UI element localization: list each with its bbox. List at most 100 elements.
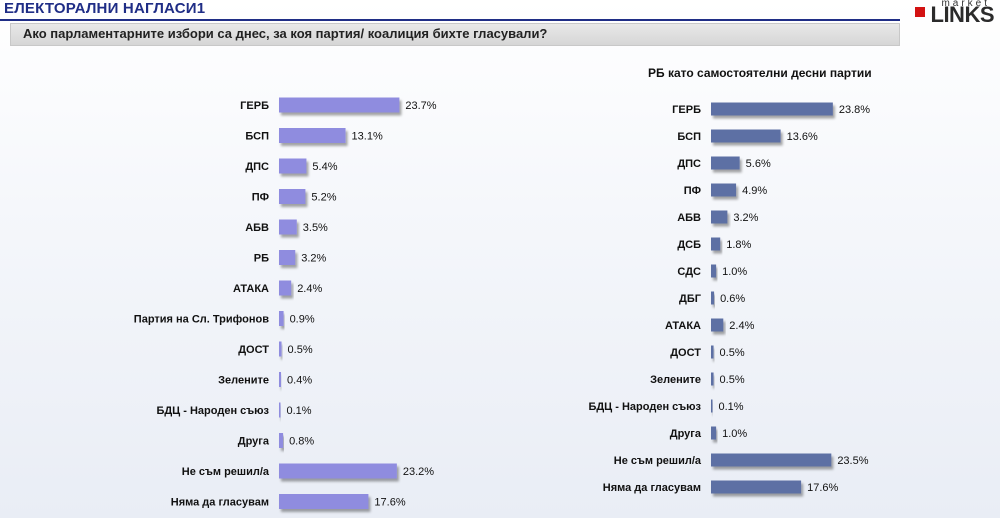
right-value-label: 1.0% <box>722 266 747 278</box>
left-bar <box>279 280 292 296</box>
left-category-label: БСП <box>245 131 269 143</box>
right-bar <box>711 264 717 278</box>
right-value-label: 13.6% <box>787 131 818 143</box>
right-value-label: 1.0% <box>722 428 747 440</box>
left-category-label: Не съм решил/а <box>182 466 270 478</box>
left-category-label: ДПС <box>245 161 269 173</box>
right-value-label: 23.8% <box>839 104 870 116</box>
right-category-label: ДОСТ <box>670 347 701 359</box>
right-category-label: АБВ <box>677 212 701 224</box>
right-category-label: БДЦ - Народен съюз <box>588 401 701 413</box>
left-bar <box>279 402 281 418</box>
question-bar: Ако парламентарните избори са днес, за к… <box>10 23 900 46</box>
logo-red-square <box>915 7 925 17</box>
right-value-label: 17.6% <box>807 482 838 494</box>
left-bar <box>279 219 297 235</box>
left-value-label: 5.2% <box>311 192 336 204</box>
right-category-label: ДБГ <box>679 293 702 305</box>
left-bar <box>279 158 307 174</box>
right-value-label: 23.5% <box>837 455 868 467</box>
right-bar <box>711 183 737 197</box>
right-bar <box>711 210 728 224</box>
right-bar <box>711 237 721 251</box>
left-bar <box>279 372 282 387</box>
left-value-label: 0.4% <box>287 375 312 387</box>
right-bar <box>711 426 717 440</box>
left-bar <box>279 494 369 509</box>
left-value-label: 0.5% <box>288 344 313 356</box>
left-category-label: БДЦ - Народен съюз <box>156 405 269 417</box>
logo-big-text: LINKS <box>930 2 995 27</box>
left-value-label: 17.6% <box>374 497 405 509</box>
left-category-label: Партия на Сл. Трифонов <box>134 314 269 326</box>
right-value-label: 0.5% <box>720 374 745 386</box>
survey-question: Ако парламентарните избори са днес, за к… <box>23 26 548 41</box>
left-value-label: 2.4% <box>297 283 322 295</box>
left-category-label: Няма да гласувам <box>171 497 269 509</box>
right-category-label: ДПС <box>677 158 701 170</box>
right-bar <box>711 453 832 467</box>
right-bar <box>711 372 714 386</box>
left-bar <box>279 250 296 265</box>
left-value-label: 0.9% <box>290 314 315 326</box>
right-value-label: 0.1% <box>719 401 744 413</box>
right-bar <box>711 291 715 305</box>
right-value-label: 5.6% <box>746 158 771 170</box>
left-value-label: 3.2% <box>301 253 326 265</box>
left-value-label: 3.5% <box>303 222 328 234</box>
right-category-label: АТАКА <box>665 320 701 332</box>
right-value-label: 4.9% <box>742 185 767 197</box>
right-value-label: 3.2% <box>733 212 758 224</box>
header-bar: ЕЛЕКТОРАЛНИ НАГЛАСИ1 <box>0 0 1000 22</box>
right-value-label: 0.6% <box>720 293 745 305</box>
right-value-label: 1.8% <box>726 239 751 251</box>
right-category-label: Зелените <box>650 374 701 386</box>
left-category-label: АТАКА <box>233 283 269 295</box>
right-category-label: ДСБ <box>677 239 701 251</box>
left-bar <box>279 341 282 357</box>
right-bar <box>711 399 713 413</box>
left-value-label: 13.1% <box>352 131 383 143</box>
left-value-label: 23.7% <box>405 100 436 112</box>
left-value-label: 23.2% <box>403 466 434 478</box>
right-bar <box>711 156 740 170</box>
left-bar <box>279 311 284 326</box>
logo-small-text: market <box>941 0 990 9</box>
market-links-logo: market LINKS <box>902 0 996 27</box>
title-underline <box>0 19 900 21</box>
left-category-label: АБВ <box>245 222 269 234</box>
left-category-label: ДОСТ <box>238 344 269 356</box>
left-bar <box>279 463 397 479</box>
page-title: ЕЛЕКТОРАЛНИ НАГЛАСИ1 <box>4 0 206 17</box>
right-bar <box>711 129 781 143</box>
right-category-label: ГЕРБ <box>672 104 701 116</box>
right-category-label: Няма да гласувам <box>603 482 701 494</box>
left-bar <box>279 189 306 204</box>
left-value-label: 0.1% <box>287 405 312 417</box>
chart-right-title: РБ като самостоятелни десни партии <box>648 66 872 80</box>
left-category-label: РБ <box>254 253 269 265</box>
left-value-label: 5.4% <box>312 161 337 173</box>
right-category-label: Не съм решил/а <box>614 455 702 467</box>
right-bar <box>711 345 714 359</box>
right-bar <box>711 480 802 494</box>
right-value-label: 2.4% <box>729 320 754 332</box>
right-value-label: 0.5% <box>720 347 745 359</box>
left-category-label: Друга <box>238 436 270 448</box>
right-category-label: БСП <box>677 131 701 143</box>
left-category-label: Зелените <box>218 375 269 387</box>
left-value-label: 0.8% <box>289 436 314 448</box>
right-bar <box>711 102 833 116</box>
left-bar <box>279 433 284 448</box>
right-category-label: ПФ <box>684 185 701 197</box>
left-bar <box>279 128 346 143</box>
left-category-label: ГЕРБ <box>240 100 269 112</box>
right-category-label: СДС <box>677 266 701 278</box>
right-bar <box>711 318 724 332</box>
left-bar <box>279 97 400 113</box>
right-category-label: Друга <box>670 428 702 440</box>
left-category-label: ПФ <box>252 192 269 204</box>
